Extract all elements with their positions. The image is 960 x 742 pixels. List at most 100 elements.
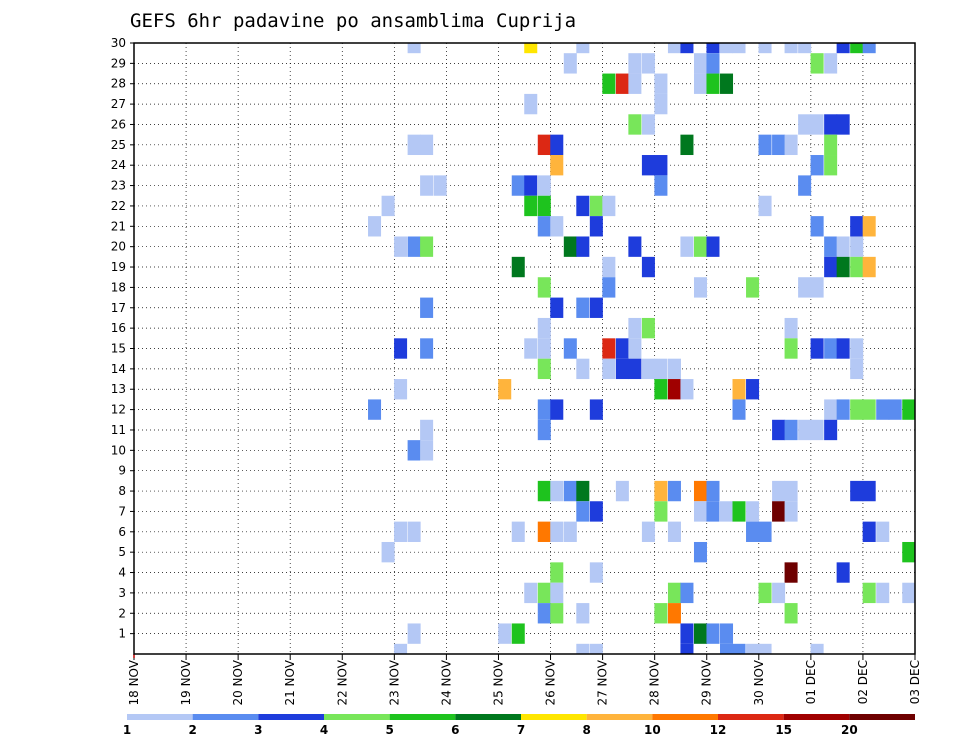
precip-cell [550,480,564,502]
precip-cell [576,297,590,318]
legend-swatch [192,714,259,720]
precip-cell [850,43,864,54]
precip-cell [784,338,798,359]
legend-swatch [783,714,850,720]
precip-cell [720,623,734,644]
precip-cell [732,379,746,400]
precip-cell [589,643,603,654]
precip-cell [680,379,694,400]
precip-cell [524,93,538,115]
precip-cell [524,195,538,217]
color-legend: 1 2 3 4 5 6 7 8 10 12 15 20 [123,714,915,737]
precip-cell [537,358,551,380]
precip-cell [563,480,577,502]
precip-cell [693,277,707,298]
legend-label: 12 [710,723,727,737]
precip-cell [537,603,551,624]
precip-cell [524,338,538,359]
precip-cell [407,236,421,257]
precip-cell [576,643,590,654]
y-tick-label: 22 [111,199,126,213]
precip-cell [680,236,694,257]
legend-label: 5 [385,723,393,737]
y-tick-label: 15 [111,342,126,356]
precip-cell [576,603,590,624]
precip-cell [667,603,681,624]
y-tick-label: 9 [118,464,126,478]
precip-cell [850,338,864,359]
y-tick-label: 30 [111,36,126,50]
precip-cell [420,297,434,318]
precip-cell [850,358,864,380]
precip-cell [615,73,629,94]
legend-swatch [718,714,784,720]
y-tick-label: 12 [111,403,126,417]
precip-cell [641,358,655,380]
precip-cell [433,175,447,196]
precip-cell [850,256,864,278]
precip-cell [850,216,864,237]
x-tick-label: 27 NOV [596,659,610,705]
precip-cell [862,256,876,278]
precip-cell [850,236,864,257]
precip-cell [706,53,720,74]
precip-cell [589,562,603,583]
precip-cell [576,43,590,54]
precip-cell [602,338,616,359]
precip-cell [784,317,798,339]
precip-cell [680,643,694,654]
precip-cell [667,358,681,380]
precip-cell [693,623,707,644]
precip-cell [850,399,864,420]
precip-cell [732,43,746,54]
precip-cell [537,480,551,502]
precip-cell [394,643,408,654]
precip-cell [628,358,642,380]
precip-cell [810,216,824,237]
x-tick-label: 01 DEC [804,660,818,704]
y-tick-label: 3 [118,586,126,600]
precip-cell [862,521,876,542]
precip-cell [394,379,408,400]
precip-cell [654,155,668,176]
y-tick-label: 19 [111,260,126,274]
precip-cell [628,73,642,94]
precip-cell [602,358,616,380]
precip-cell [732,399,746,420]
precip-cell [746,379,760,400]
precip-cell [420,419,434,441]
precip-cell [667,43,681,54]
precip-cell [784,480,798,502]
precip-cell [746,501,760,522]
precip-cell [720,43,734,54]
precip-cell [706,73,720,94]
precip-cell [563,53,577,74]
legend-label: 2 [188,723,196,737]
precip-cell [524,43,538,54]
x-tick-label: 22 NOV [335,659,349,705]
precip-cell [706,501,720,522]
precip-cell [628,53,642,74]
precip-cell [511,521,525,542]
precip-cell [641,521,655,542]
precip-cell [550,297,564,318]
precip-cell [810,277,824,298]
precip-cell [667,480,681,502]
precip-cell [758,643,772,654]
y-tick-label: 5 [118,545,126,559]
precip-cell [641,317,655,339]
x-tick-label: 20 NOV [231,659,245,705]
legend-label: 15 [775,723,792,737]
y-tick-label: 16 [111,321,126,335]
precip-cell [524,582,538,604]
legend-swatch [324,714,390,720]
y-tick-label: 13 [111,382,126,396]
y-tick-label: 21 [111,219,126,233]
precip-cell [876,521,890,542]
legend-swatch [652,714,718,720]
precip-cell [368,216,382,237]
precip-cell [537,317,551,339]
precip-cell [836,236,850,257]
precip-cell [615,480,629,502]
precip-cell [693,480,707,502]
